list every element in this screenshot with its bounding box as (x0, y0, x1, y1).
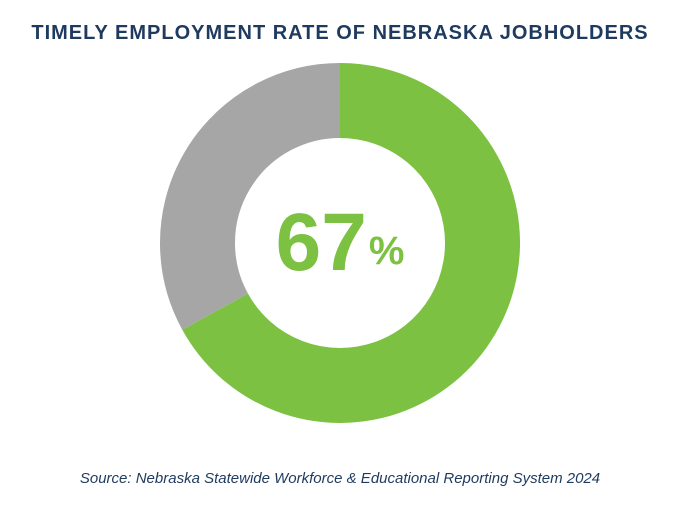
infographic-container: TIMELY EMPLOYMENT RATE OF NEBRASKA JOBHO… (0, 0, 680, 509)
donut-chart: 67% (160, 63, 520, 423)
donut-percent-value: 67 (276, 197, 367, 288)
source-text: Source: Nebraska Statewide Workforce & E… (0, 470, 680, 487)
donut-percent-sign: % (369, 229, 405, 273)
chart-title: TIMELY EMPLOYMENT RATE OF NEBRASKA JOBHO… (31, 22, 648, 45)
donut-center-label: 67% (276, 202, 405, 284)
